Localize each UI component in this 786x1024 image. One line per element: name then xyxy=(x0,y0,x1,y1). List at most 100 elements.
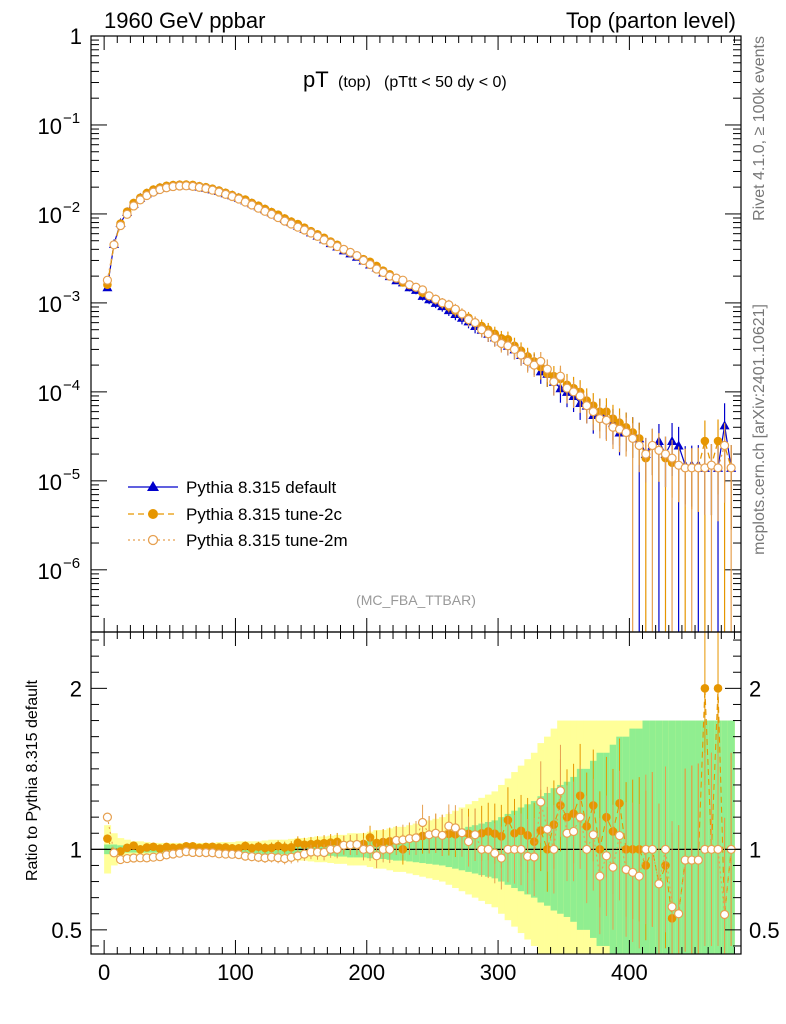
ratio-y-tick-labels: 0.5 0.5 1 1 2 2 xyxy=(51,676,779,943)
ratio-point-2 xyxy=(496,853,506,863)
ratio-point-2 xyxy=(667,902,677,912)
ratio-point-1 xyxy=(273,841,283,851)
ratio-point-2 xyxy=(634,871,644,881)
ratio-point-1 xyxy=(234,843,244,853)
ratio-point-2 xyxy=(109,848,119,858)
legend-label-tune-2m: Pythia 8.315 tune-2m xyxy=(186,531,348,550)
point-2 xyxy=(444,300,454,310)
point-2 xyxy=(628,433,638,443)
main-y-tick-labels: 110−110−210−310−410−510−6 xyxy=(38,24,82,584)
ratio-point-1 xyxy=(155,844,165,853)
ratio-point-2 xyxy=(713,844,723,854)
ratio-point-1 xyxy=(240,841,250,851)
point-2 xyxy=(719,440,730,451)
ratio-point-2 xyxy=(450,823,460,833)
main-y-tick-label: 10 xyxy=(38,559,62,584)
ratio-point-1 xyxy=(142,843,152,852)
main-y-tick-label: 10 xyxy=(38,381,62,406)
point-2 xyxy=(352,251,362,261)
ratio-point-1 xyxy=(700,684,710,693)
x-tick-label: 100 xyxy=(217,960,254,985)
ratio-point-1 xyxy=(149,842,158,852)
point-2 xyxy=(365,259,375,270)
ratio-point-1 xyxy=(135,845,145,854)
ratio-point-2 xyxy=(352,839,362,850)
ratio-point-1 xyxy=(254,842,263,852)
main-y-tick-label: 10 xyxy=(38,203,62,228)
ratio-point-1 xyxy=(247,843,257,853)
point-2 xyxy=(470,318,480,328)
point-2 xyxy=(726,463,736,473)
point-2 xyxy=(713,463,723,473)
point-2 xyxy=(647,440,657,451)
main-y-tick-exponent: −3 xyxy=(63,288,80,305)
ratio-y-tick-label-right: 0.5 xyxy=(749,918,780,943)
ratio-point-1 xyxy=(103,834,112,843)
ratio-point-2 xyxy=(102,812,113,822)
point-2 xyxy=(509,344,520,355)
x-tick-label: 400 xyxy=(611,960,648,985)
point-2 xyxy=(555,371,566,381)
energy-label: 1960 GeV ppbar xyxy=(104,8,265,33)
main-y-tick-label: 1 xyxy=(70,24,82,49)
ratio-point-1 xyxy=(293,838,303,848)
legend-entry-tune-2c: Pythia 8.315 tune-2c xyxy=(128,505,342,524)
point-2 xyxy=(542,364,552,374)
ratio-y-axis-label: Ratio to Pythia 8.315 default xyxy=(24,679,41,881)
point-2 xyxy=(582,401,592,411)
legend-label-default: Pythia 8.315 default xyxy=(186,478,337,497)
main-y-tick-label: 10 xyxy=(38,114,62,139)
legend-marker-default xyxy=(147,481,159,491)
point-2 xyxy=(549,377,559,387)
ratio-point-2 xyxy=(516,844,526,854)
main-y-tick-exponent: −1 xyxy=(63,110,80,127)
ratio-point-1 xyxy=(300,840,309,849)
ratio-point-2 xyxy=(372,851,382,861)
ratio-point-2 xyxy=(529,852,539,862)
ratio-point-2 xyxy=(693,855,703,865)
plot-title-sub1: (top) xyxy=(338,74,371,91)
ratio-point-2 xyxy=(490,848,500,858)
plot-title-sub2: (pTtt < 50 dy < 0) xyxy=(384,74,507,91)
main-axis-ticks xyxy=(91,35,741,633)
ratio-point-1 xyxy=(267,843,276,853)
ratio-point-2 xyxy=(555,786,566,796)
x-tick-label: 0 xyxy=(98,960,110,985)
point-2 xyxy=(641,449,651,459)
ratio-point-2 xyxy=(332,844,342,854)
point-2 xyxy=(109,240,119,250)
ratio-point-1 xyxy=(280,843,289,852)
point-2 xyxy=(667,453,677,463)
ratio-point-2 xyxy=(457,828,467,838)
ratio-y-tick-label-right: 2 xyxy=(749,676,761,701)
main-y-tick-label: 10 xyxy=(38,292,62,317)
point-2 xyxy=(102,275,113,285)
ratio-point-2 xyxy=(647,844,657,854)
plot-title-main: pT xyxy=(303,67,329,92)
ratio-point-2 xyxy=(568,826,579,837)
ratio-point-2 xyxy=(719,909,730,920)
ratio-point-2 xyxy=(365,844,375,854)
main-y-tick-exponent: −4 xyxy=(63,377,80,394)
point-2 xyxy=(457,309,467,319)
legend-label-tune-2c: Pythia 8.315 tune-2c xyxy=(186,505,342,524)
point-2 xyxy=(568,387,579,397)
ratio-point-2 xyxy=(674,909,684,919)
ratio-point-1 xyxy=(286,843,296,852)
ratio-point-1 xyxy=(319,838,329,848)
point-2 xyxy=(660,449,671,459)
ratio-point-2 xyxy=(601,851,612,861)
main-y-tick-exponent: −6 xyxy=(63,555,80,572)
point-2 xyxy=(477,325,487,335)
legend-entry-default: Pythia 8.315 default xyxy=(128,478,337,497)
point-2 xyxy=(122,209,132,219)
ratio-y-tick-label-right: 1 xyxy=(749,837,761,862)
ratio-point-2 xyxy=(542,824,552,834)
ratio-series-layer xyxy=(102,632,736,954)
process-label: Top (parton level) xyxy=(566,8,736,33)
ratio-point-1 xyxy=(214,843,224,852)
rivet-label: Rivet 4.1.0, ≥ 100k events xyxy=(751,36,768,221)
ratio-point-1 xyxy=(221,843,230,852)
point-2 xyxy=(450,304,460,314)
